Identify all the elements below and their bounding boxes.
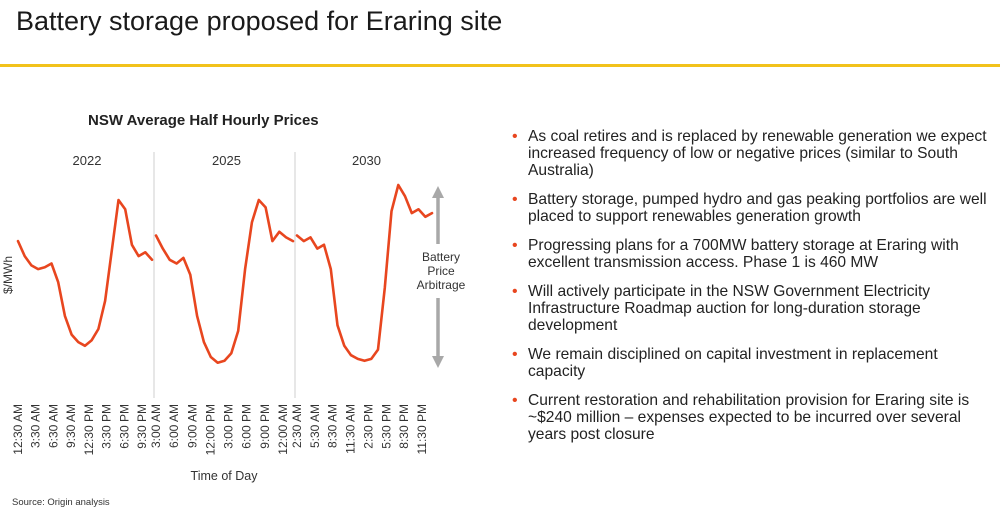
bullet-item: • Current restoration and rehabilitation … (510, 392, 990, 443)
title-rule (0, 64, 1000, 67)
series-line-2025 (154, 198, 295, 364)
x-tick-label: 12:00 AM (276, 404, 290, 455)
x-tick-label: 3:30 AM (29, 404, 43, 448)
x-tick-label: 6:30 AM (46, 404, 60, 448)
source-note: Source: Origin analysis (12, 497, 110, 508)
bullet-text: Current restoration and rehabilitation p… (528, 392, 970, 443)
chart-title: NSW Average Half Hourly Prices (88, 112, 319, 129)
panel-label: 2022 (73, 153, 102, 168)
x-tick-label: 6:00 PM (240, 404, 254, 449)
bullet-text: Progressing plans for a 700MW battery st… (528, 237, 959, 271)
series-line-2022 (16, 198, 154, 348)
arbitrage-label-line: Price (427, 264, 455, 278)
bullet-item: • We remain disciplined on capital invest… (510, 346, 990, 380)
x-tick-label: 6:00 AM (167, 404, 181, 448)
x-tick-label: 3:00 AM (149, 404, 163, 448)
x-tick-label: 12:30 PM (82, 404, 96, 455)
x-tick-label: 12:00 PM (203, 404, 217, 455)
y-axis-label: $/MWh (1, 256, 15, 294)
x-tick-label: 8:30 PM (397, 404, 411, 449)
x-tick-label: 2:30 PM (361, 404, 375, 449)
x-tick-label: 5:30 PM (379, 404, 393, 449)
x-tick-label: 5:30 AM (308, 404, 322, 448)
bullet-text: We remain disciplined on capital investm… (528, 346, 938, 380)
x-tick-label: 8:30 AM (326, 404, 340, 448)
bullet-dot: • (512, 283, 518, 300)
bullet-item: • Will actively participate in the NSW Go… (510, 283, 990, 334)
arrow-head-down-icon (432, 356, 444, 368)
x-tick-label: 12:30 AM (11, 404, 25, 455)
bullet-list: • As coal retires and is replaced by rene… (510, 128, 990, 455)
bullet-dot: • (512, 237, 518, 254)
bullet-item: • Battery storage, pumped hydro and gas p… (510, 191, 990, 225)
arbitrage-label-line: Battery (422, 250, 460, 264)
bullet-dot: • (512, 191, 518, 208)
bullet-item: • Progressing plans for a 700MW battery s… (510, 237, 990, 271)
x-tick-label: 6:30 PM (117, 404, 131, 449)
x-axis-label: Time of Day (191, 469, 259, 483)
x-tick-label: 11:30 PM (415, 404, 429, 454)
bullet-text: Battery storage, pumped hydro and gas pe… (528, 191, 987, 225)
bullet-text: As coal retires and is replaced by renew… (528, 128, 987, 179)
bullet-dot: • (512, 346, 518, 363)
x-tick-label: 9:00 AM (185, 404, 199, 448)
x-tick-label: 2:30 AM (290, 404, 304, 448)
x-tick-label: 3:30 PM (100, 404, 114, 449)
price-chart: $/MWh 2022 12:30 AM 3:30 AM 6:30 AM 9:30 AM 12… (1, 152, 466, 483)
x-tick-label: 3:00 PM (222, 404, 236, 449)
bullet-dot: • (512, 392, 518, 409)
arbitrage-label-line: Arbitrage (417, 278, 466, 292)
x-tick-label: 11:30 AM (344, 404, 358, 454)
x-tick-label: 9:30 AM (64, 404, 78, 448)
slide-title: Battery storage proposed for Eraring sit… (16, 6, 503, 36)
bullet-item: • As coal retires and is replaced by rene… (510, 128, 990, 179)
arrow-head-up-icon (432, 186, 444, 198)
bullet-text: Will actively participate in the NSW Gov… (528, 283, 931, 334)
bullet-dot: • (512, 128, 518, 145)
panel-label: 2030 (352, 153, 381, 168)
series-line-2030 (295, 183, 434, 363)
x-tick-label: 9:30 PM (135, 404, 149, 449)
x-tick-label: 9:00 PM (258, 404, 272, 449)
panel-label: 2025 (212, 153, 241, 168)
